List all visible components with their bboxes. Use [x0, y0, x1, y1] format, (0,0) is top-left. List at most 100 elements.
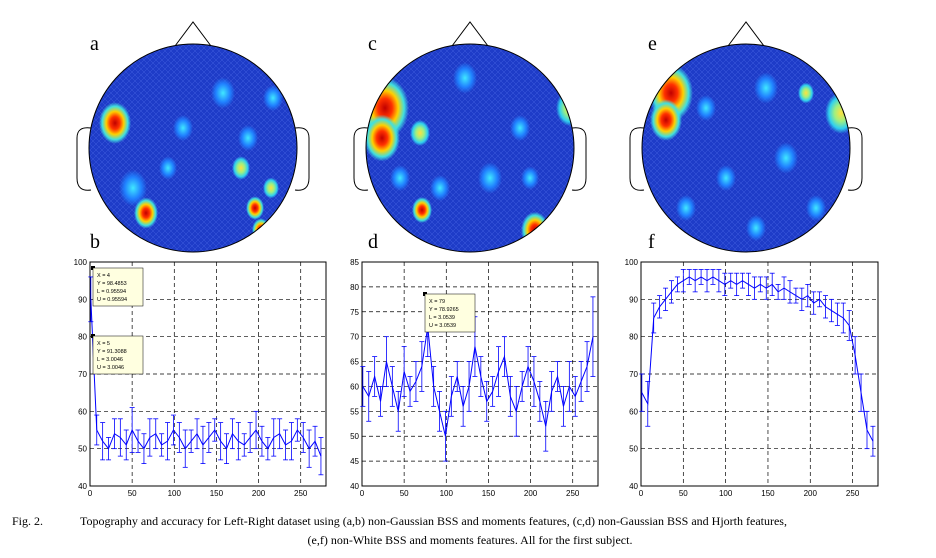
datatip-text: X = 4	[97, 273, 110, 279]
datatip-text: X = 79	[429, 299, 445, 305]
topo-blob	[263, 85, 283, 111]
y-tick-label: 70	[350, 333, 359, 342]
y-tick-label: 40	[78, 482, 87, 491]
topo-blob	[754, 72, 778, 104]
topo-blob	[430, 175, 450, 201]
topo-blob	[521, 166, 539, 190]
datatip	[92, 267, 144, 307]
y-tick-label: 80	[350, 283, 359, 292]
topo-blob	[238, 125, 258, 151]
y-tick-label: 70	[629, 370, 638, 379]
y-tick-label: 75	[350, 308, 359, 317]
x-tick-label: 50	[128, 489, 137, 498]
topo-blob	[412, 197, 432, 223]
datatip-text: U = 3.0046	[97, 365, 124, 371]
y-tick-label: 70	[78, 370, 87, 379]
topo-blob	[478, 162, 502, 194]
y-tick-label: 55	[350, 407, 359, 416]
y-tick-label: 60	[350, 382, 359, 391]
nose	[174, 21, 212, 47]
x-tick-label: 100	[719, 489, 733, 498]
topo-blob	[453, 62, 477, 94]
caption-text: (e,f) non-White BSS and moments features…	[308, 533, 633, 547]
topo-blob	[676, 195, 696, 221]
topo-blob	[696, 95, 716, 121]
topo-blob	[232, 156, 250, 180]
topo-blob	[173, 115, 193, 141]
x-tick-label: 50	[679, 489, 688, 498]
caption-text: Topography and accuracy for Left-Right d…	[80, 514, 787, 528]
x-tick-label: 0	[360, 489, 365, 498]
datatip-text: Y = 91.3088	[97, 349, 127, 355]
datatip-text: L = 3.0539	[429, 315, 455, 321]
x-tick-label: 150	[482, 489, 496, 498]
panel-label: e	[648, 33, 657, 55]
topo-blob	[159, 156, 177, 180]
y-tick-label: 40	[350, 482, 359, 491]
series-line	[641, 276, 874, 442]
x-tick-label: 250	[566, 489, 580, 498]
datatip-text: U = 0.95594	[97, 297, 127, 303]
series	[639, 269, 876, 457]
datatip	[92, 335, 144, 375]
y-tick-label: 50	[629, 445, 638, 454]
x-tick-label: 250	[846, 489, 860, 498]
x-tick-label: 150	[761, 489, 775, 498]
ear	[847, 127, 863, 191]
x-tick-label: 100	[168, 489, 182, 498]
y-tick-label: 80	[78, 333, 87, 342]
series-line	[362, 326, 594, 437]
panel-label: f	[648, 231, 655, 253]
ear	[76, 127, 92, 191]
head-outline	[88, 43, 298, 253]
topo-blob	[134, 197, 158, 229]
y-tick-label: 45	[350, 457, 359, 466]
ear	[571, 127, 587, 191]
y-tick-label: 100	[625, 258, 639, 267]
y-tick-label: 85	[350, 258, 359, 267]
topo-blob	[263, 177, 279, 199]
y-tick-label: 90	[78, 295, 87, 304]
y-tick-label: 90	[629, 295, 638, 304]
topo-blob	[246, 196, 264, 220]
series-line	[90, 299, 322, 457]
topo-blob	[119, 169, 147, 207]
y-tick-label: 60	[78, 407, 87, 416]
x-tick-label: 50	[400, 489, 409, 498]
head-outline	[641, 43, 851, 253]
topo-blob	[211, 77, 235, 109]
y-tick-label: 40	[629, 482, 638, 491]
series	[88, 276, 324, 476]
panel-label: a	[90, 33, 99, 55]
y-tick-label: 50	[350, 432, 359, 441]
topo-mesh	[89, 44, 297, 252]
x-tick-label: 0	[88, 489, 93, 498]
y-tick-label: 50	[78, 445, 87, 454]
ear	[353, 127, 369, 191]
y-tick-label: 65	[350, 358, 359, 367]
topo-blob	[774, 142, 798, 174]
topo-blob	[521, 211, 549, 249]
datatip-text: Y = 78.9265	[429, 307, 459, 313]
topo-blob	[798, 82, 814, 104]
topo-blob	[366, 114, 400, 162]
topomap	[366, 44, 574, 252]
nose	[451, 21, 489, 47]
head-outline	[365, 43, 575, 253]
x-tick-label: 0	[639, 489, 644, 498]
x-tick-label: 150	[210, 489, 224, 498]
topomap	[89, 44, 297, 252]
topo-blob	[650, 99, 682, 141]
y-tick-label: 100	[74, 258, 88, 267]
y-tick-label: 80	[629, 333, 638, 342]
datatip-text: L = 3.0046	[97, 357, 123, 363]
topo-blob	[410, 120, 430, 146]
panel-label: c	[368, 33, 377, 55]
panel-label: b	[90, 231, 100, 253]
topo-blob	[746, 215, 766, 241]
x-tick-label: 250	[294, 489, 308, 498]
caption-label: Fig. 2.	[12, 514, 43, 528]
topo-blob	[716, 165, 736, 191]
panel-label: d	[368, 231, 378, 253]
